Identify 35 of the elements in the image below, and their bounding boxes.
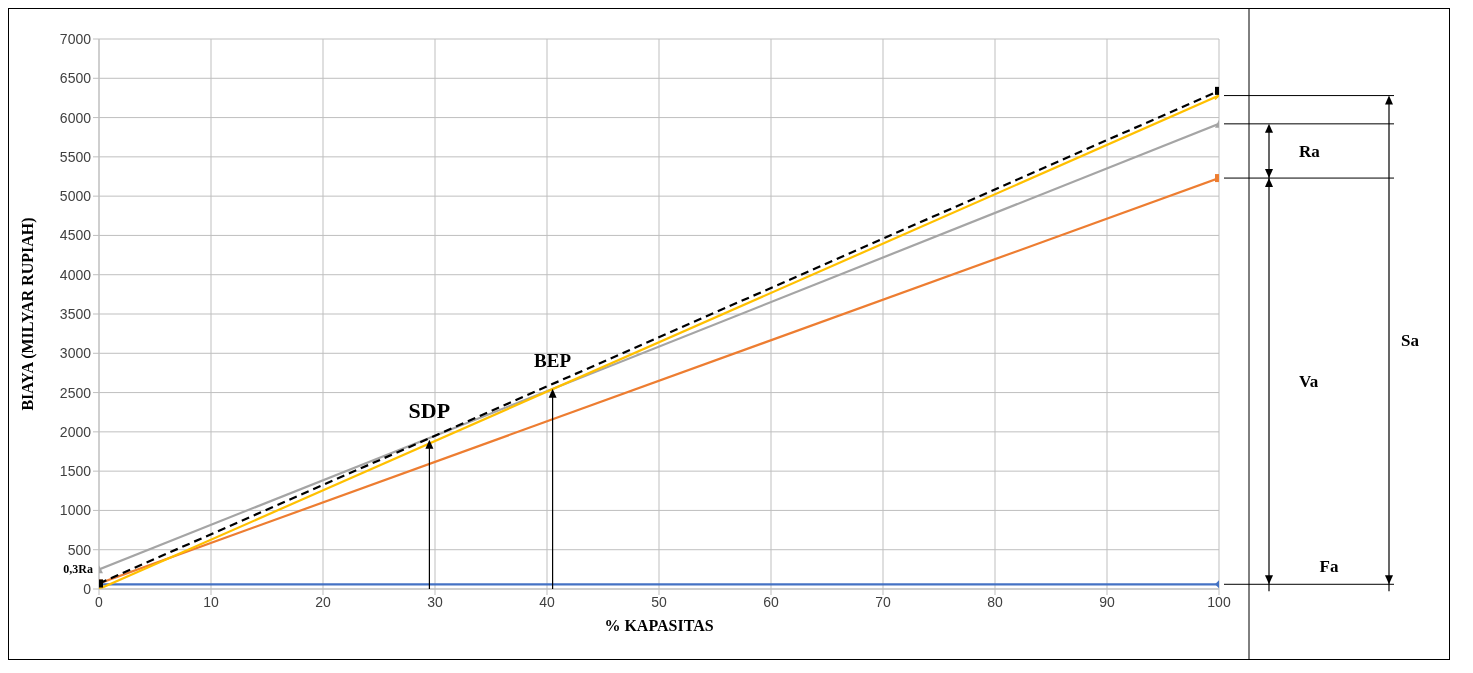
text: Ra [1299,141,1321,161]
annotation: 0,3Ra [63,562,93,577]
x-tick-label: 20 [315,593,331,610]
y-tick-label: 3000 [59,345,92,362]
x-axis-title: % KAPASITAS [604,617,714,634]
x-tick-label: 70 [875,593,891,610]
y-tick-label: 7000 [59,30,92,47]
y-tick-label: 4500 [59,227,92,244]
y-axis-title: BIAYA (MILYAR RUPIAH) [18,217,37,411]
y-tick-label: 1500 [59,463,92,480]
x-tick-label: 80 [987,593,1003,610]
y-tick-label: 4000 [59,266,92,283]
y-tick-label: 1000 [59,502,92,519]
x-tick-label: 0 [95,593,104,610]
x-tick-label: 10 [203,593,219,610]
annotation: BEP [534,349,572,371]
y-tick-label: 2000 [59,423,92,440]
y-tick-label: 500 [67,541,92,558]
x-tick-label: 50 [651,593,667,610]
annotation: SDP [408,397,451,423]
text: Sa [1401,330,1420,350]
x-tick-label: 40 [539,593,555,610]
x-tick-label: 100 [1207,593,1231,610]
y-tick-label: 5000 [59,188,92,205]
y-tick-label: 3500 [59,305,92,322]
y-tick-label: 2500 [59,384,92,401]
y-tick-label: 5500 [59,148,92,165]
text: Fa [1319,557,1339,577]
x-tick-label: 30 [427,593,443,610]
x-tick-label: 90 [1099,593,1115,610]
text: Va [1299,372,1319,392]
y-tick-label: 6000 [59,109,92,126]
x-tick-label: 60 [763,593,779,610]
y-tick-label: 6500 [59,70,92,87]
y-tick-label: 0 [83,580,92,597]
